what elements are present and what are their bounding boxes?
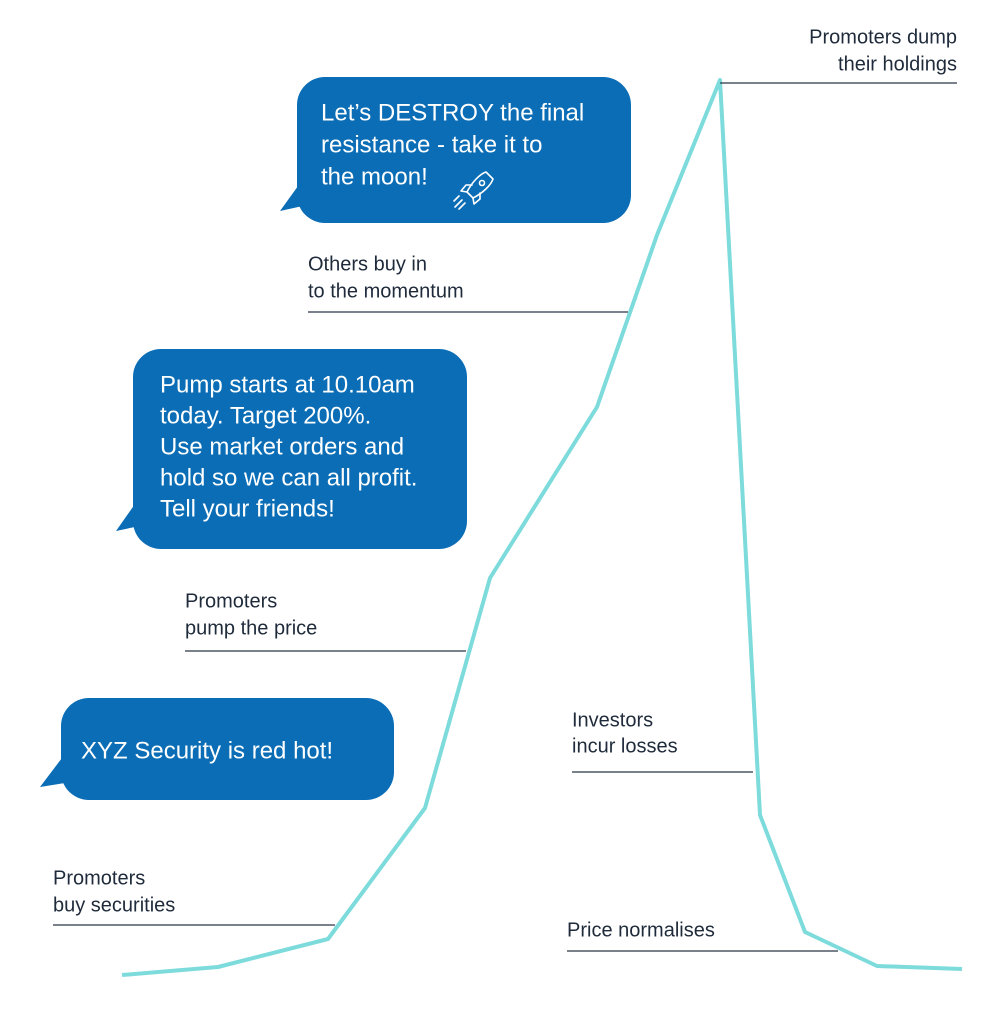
message-text: XYZ Security is red hot! (81, 737, 333, 764)
message-text: Pump starts at 10.10am (160, 371, 415, 398)
annotation-text: buy securities (53, 894, 175, 916)
message-text: Use market orders and (160, 433, 404, 460)
bubble-tail (280, 175, 330, 211)
message-text: today. Target 200%. (160, 402, 371, 429)
annotation-text: Promoters (53, 867, 145, 889)
message-text: Tell your friends! (160, 495, 335, 522)
message-text: the moon! (321, 163, 428, 190)
annotation-text: incur losses (572, 735, 678, 757)
message-text: hold so we can all profit. (160, 464, 417, 491)
message-bubble: Let’s DESTROY the final resistance - tak… (280, 77, 631, 223)
annotation-text: pump the price (185, 617, 317, 639)
message-text: Let’s DESTROY the final (321, 99, 584, 126)
bubble-body (61, 698, 394, 800)
message-text: resistance - take it to (321, 131, 542, 158)
annotation-text: Investors (572, 709, 653, 731)
message-bubble: Pump starts at 10.10am today. Target 200… (116, 349, 467, 549)
bubble-tail (40, 750, 96, 787)
annotation-text: Others buy in (308, 253, 427, 275)
message-bubble: XYZ Security is red hot! (40, 698, 394, 800)
bubble-body (297, 77, 631, 223)
annotation-text: their holdings (838, 53, 957, 75)
bubble-tail (116, 494, 168, 531)
annotation-text: Promoters dump (809, 26, 957, 48)
annotation-text: Promoters (185, 590, 277, 612)
annotation-text: Price normalises (567, 919, 715, 941)
rocket-icon (453, 171, 494, 210)
bubble-body (133, 349, 467, 549)
price-curve (121, 78, 963, 977)
annotation-text: to the momentum (308, 280, 464, 302)
